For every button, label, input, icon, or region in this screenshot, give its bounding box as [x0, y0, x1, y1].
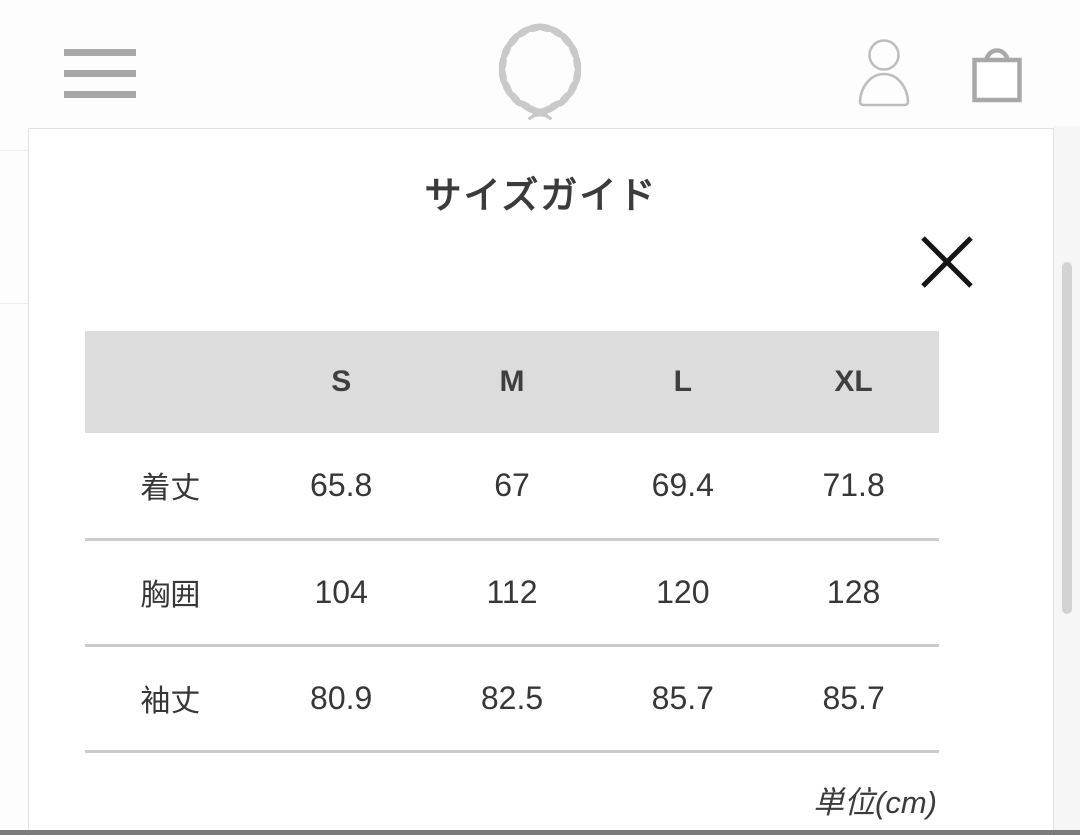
- value-cell: 120: [597, 539, 769, 647]
- col-header-l: L: [597, 331, 769, 433]
- close-icon: [921, 236, 973, 288]
- value-cell: 104: [255, 539, 427, 647]
- value-cell: 85.7: [768, 645, 939, 753]
- user-icon: [858, 39, 910, 107]
- col-header-m: M: [426, 331, 598, 433]
- scrollbar-thumb[interactable]: [1062, 262, 1072, 614]
- value-cell: 112: [426, 539, 598, 647]
- fred-perry-laurel-logo[interactable]: [478, 12, 602, 126]
- value-cell: 67: [426, 433, 598, 541]
- viewport-bottom-divider: [0, 830, 1080, 835]
- table-row-length: 着丈 65.8 67 69.4 71.8: [85, 433, 939, 541]
- row-label: 着丈: [85, 433, 256, 541]
- size-guide-modal: サイズガイド S M L XL 着丈 65.8 67 69.4 71.8: [28, 128, 1054, 836]
- unit-note: 単位(cm): [813, 785, 937, 820]
- value-cell: 82.5: [426, 645, 598, 753]
- col-header-s: S: [255, 331, 427, 433]
- table-row-chest: 胸囲 104 112 120 128: [85, 539, 939, 647]
- shopping-bag-icon: [972, 48, 1022, 103]
- value-cell: 85.7: [597, 645, 769, 753]
- hamburger-icon: [64, 49, 136, 56]
- laurel-wreath-icon: [498, 23, 582, 121]
- close-button[interactable]: [915, 231, 979, 295]
- cart-button[interactable]: [970, 42, 1024, 104]
- size-table: S M L XL 着丈 65.8 67 69.4 71.8 胸囲 104 112…: [85, 331, 939, 753]
- value-cell: 80.9: [255, 645, 427, 753]
- col-header-xl: XL: [768, 331, 939, 433]
- hamburger-icon: [64, 70, 136, 77]
- table-row-sleeve: 袖丈 80.9 82.5 85.7 85.7: [85, 645, 939, 753]
- row-label: 袖丈: [85, 645, 256, 753]
- hamburger-menu-button[interactable]: [64, 49, 136, 98]
- modal-title: サイズガイド: [424, 175, 658, 216]
- value-cell: 71.8: [768, 433, 939, 541]
- value-cell: 65.8: [255, 433, 427, 541]
- hamburger-icon: [64, 91, 136, 98]
- size-table-header-row: S M L XL: [85, 331, 939, 433]
- row-label: 胸囲: [85, 539, 256, 647]
- value-cell: 128: [768, 539, 939, 647]
- account-button[interactable]: [856, 38, 912, 108]
- col-header-blank: [85, 331, 256, 433]
- value-cell: 69.4: [597, 433, 769, 541]
